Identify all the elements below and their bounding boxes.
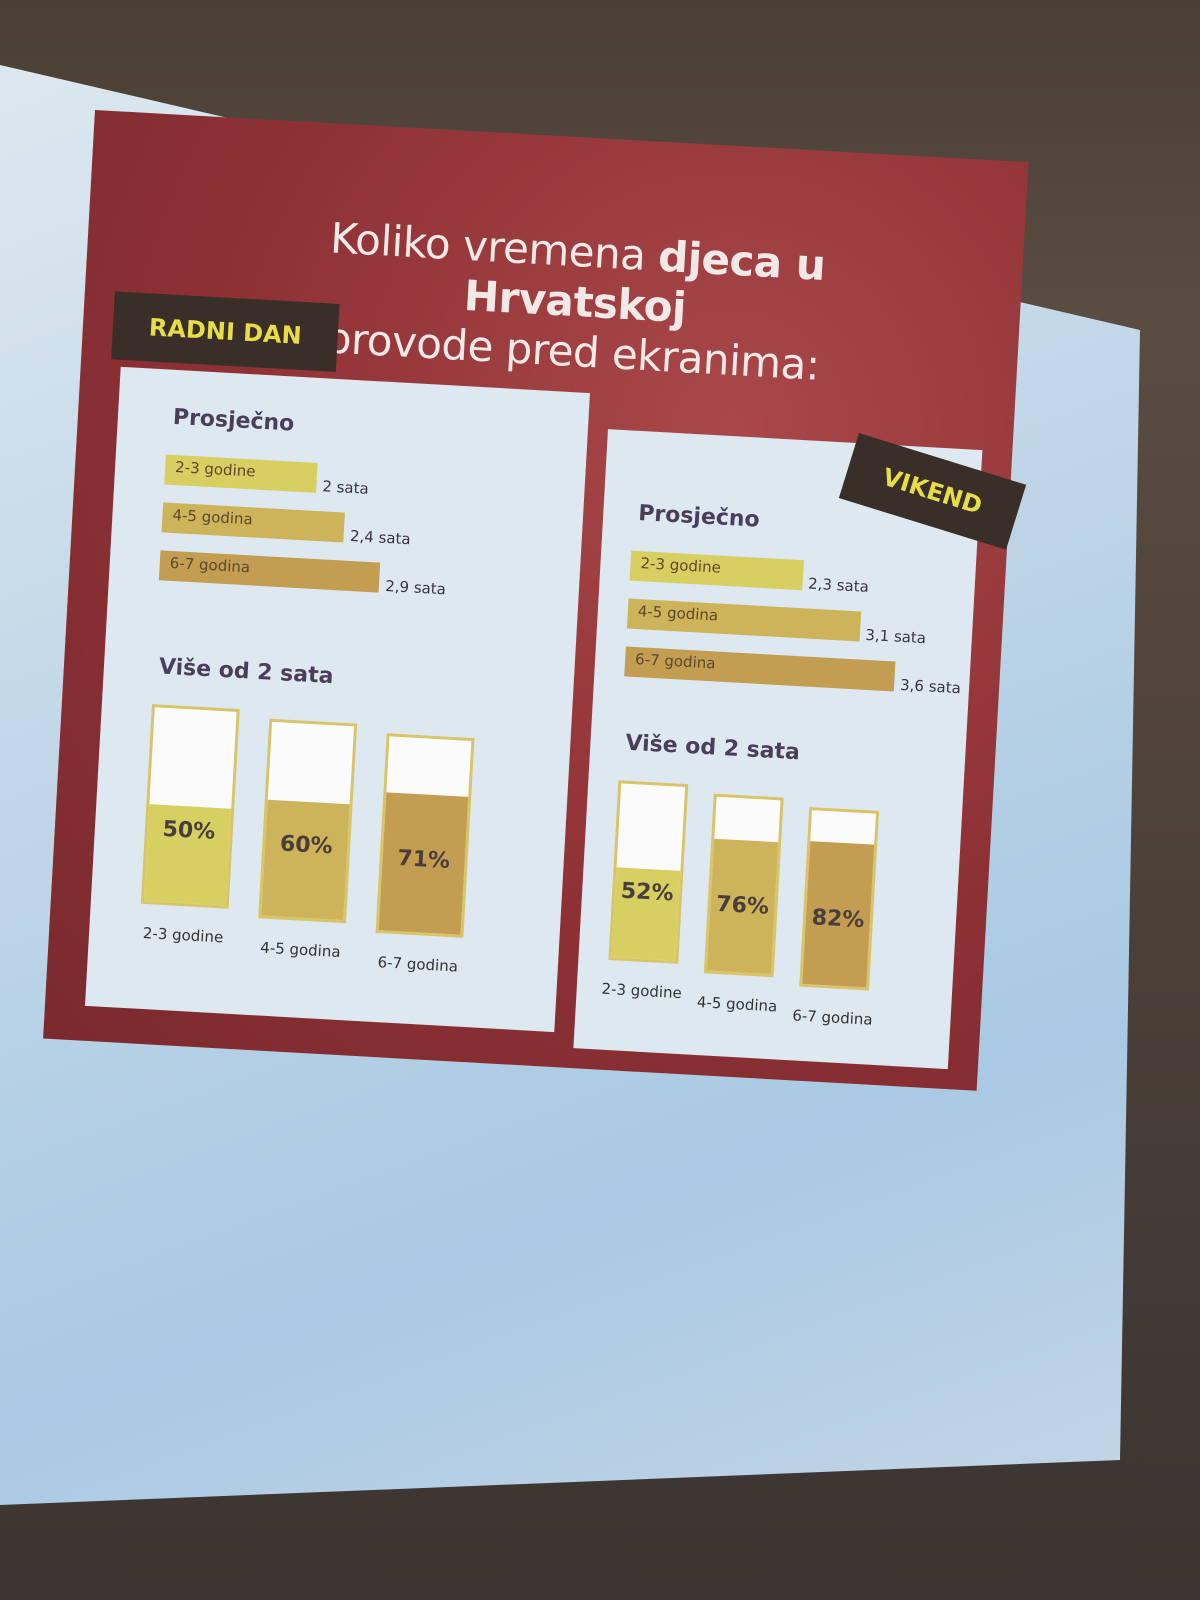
hbar-category-label: 4-5 godina [637, 602, 719, 625]
chart-title-vise-od-2-sata: Više od 2 sata [158, 654, 335, 690]
hbar-category-label: 2-3 godine [174, 458, 256, 481]
hbar-value-label: 2,4 sata [349, 526, 412, 549]
hbar-1: 2-3 godine [629, 550, 804, 591]
hbar-3: 6-7 godina [624, 646, 896, 692]
tag-radni-dan: RADNI DAN [111, 291, 340, 372]
hbar-value-label: 2,3 sata [807, 574, 870, 596]
hbar-value-label: 2,9 sata [384, 576, 447, 599]
hbar-category-label: 2-3 godine [640, 554, 722, 577]
hbar-category-label: 4-5 godina [172, 505, 254, 529]
hbar-1: 2-3 godine [164, 454, 318, 493]
slide-title: Koliko vremena djeca u Hrvatskoj provode… [261, 210, 888, 394]
vbar-category-label: 6-7 godina [791, 1006, 874, 1029]
hbar-3: 6-7 godina [158, 550, 381, 593]
chart-title-prosjecno: Prosječno [172, 404, 295, 437]
vbar-3: 82% [799, 806, 880, 991]
vbar-3: 71% [375, 733, 475, 938]
hbar-2: 4-5 godina [161, 502, 346, 543]
vbar-category-label: 4-5 godina [696, 993, 778, 1016]
hbar-2: 4-5 godina [626, 598, 861, 642]
hbar-value-label: 2 sata [321, 477, 370, 498]
vbar-category-label: 2-3 godine [142, 923, 224, 947]
panel-vikend: Prosječno 2-3 godine 2,3 sata 4-5 godina 3,1… [573, 429, 983, 1070]
chart-title-prosjecno: Prosječno [637, 500, 761, 533]
vbar-category-label: 2-3 godine [601, 979, 683, 1003]
vbar-1: 52% [608, 780, 689, 964]
hbar-category-label: 6-7 godina [634, 650, 716, 673]
title-part1: Koliko vremena [329, 213, 660, 281]
vbar-category-label: 6-7 godina [377, 953, 459, 976]
vbar-value-label: 82% [810, 905, 865, 934]
vbar-fill [261, 799, 350, 921]
hbar-value-label: 3,1 sata [864, 625, 927, 648]
vbar-2: 60% [258, 718, 358, 924]
panel-radni-dan: Prosječno 2-3 godine 2 sata 4-5 godina 2,4 s… [84, 366, 590, 1033]
vbar-1: 50% [140, 704, 240, 909]
vbar-2: 76% [703, 793, 784, 978]
vbar-category-label: 4-5 godina [259, 938, 342, 962]
slide: Koliko vremena djeca u Hrvatskoj provode… [43, 110, 1029, 1091]
vbar-value-label: 71% [396, 846, 451, 874]
vbar-value-label: 76% [715, 891, 770, 920]
vbar-value-label: 52% [620, 878, 675, 907]
vbar-value-label: 50% [161, 816, 216, 845]
hbar-category-label: 6-7 godina [169, 553, 251, 577]
chart-title-vise-od-2-sata: Više od 2 sata [624, 730, 801, 766]
hbar-value-label: 3,6 sata [899, 675, 962, 698]
vbar-value-label: 60% [279, 831, 334, 860]
